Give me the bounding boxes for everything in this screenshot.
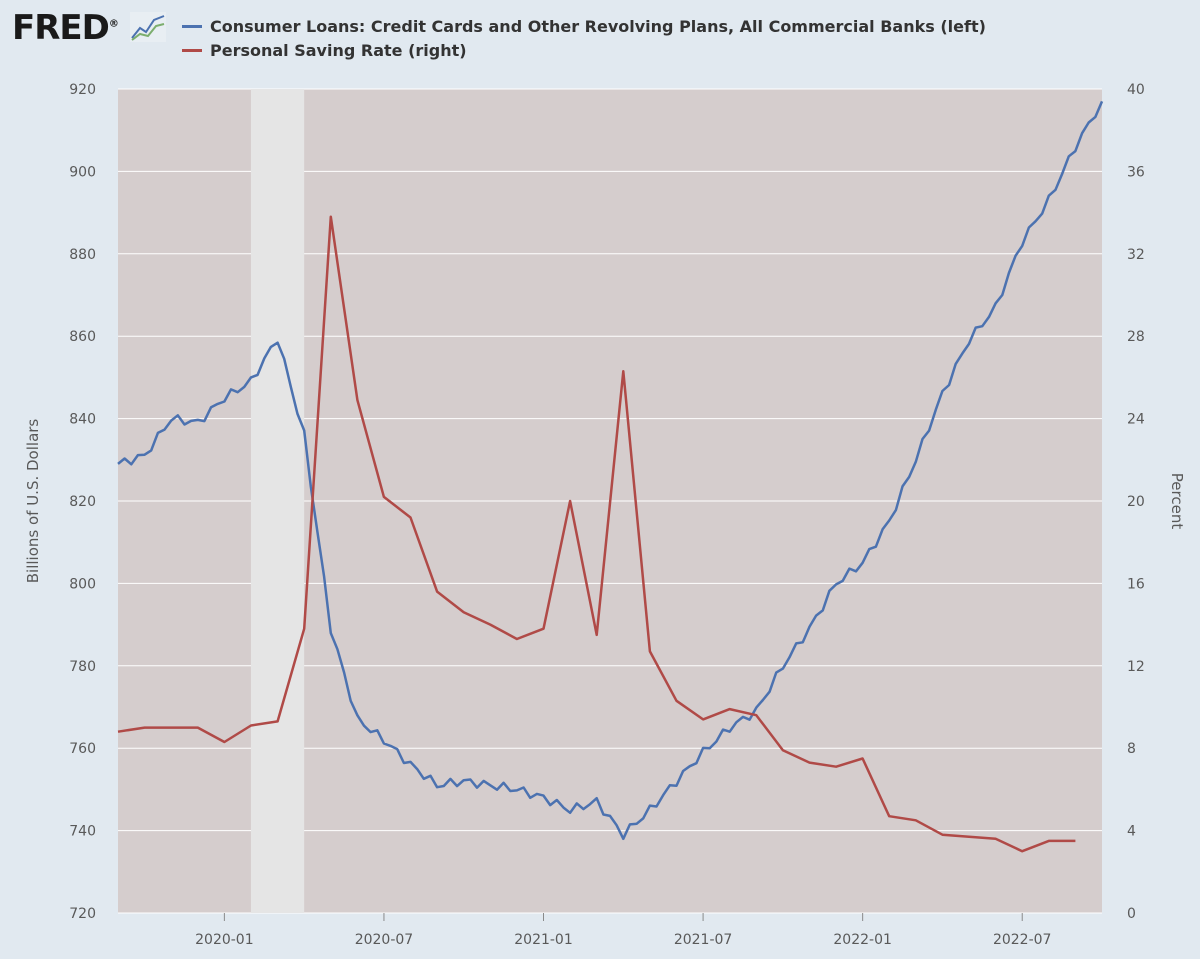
y-right-tick-0: 0 [1127, 906, 1136, 922]
legend-item-credit-cards[interactable]: Consumer Loans: Credit Cards and Other R… [182, 14, 986, 38]
y-right-tick-12: 12 [1127, 659, 1145, 675]
x-tick-2022-07: 2022-07 [993, 932, 1052, 948]
y-left-tick-900: 900 [69, 164, 96, 180]
y-right-tick-32: 32 [1127, 247, 1145, 263]
y-left-tick-860: 860 [69, 329, 96, 345]
fred-logo-text: FRED [12, 8, 110, 48]
y-left-tick-740: 740 [69, 824, 96, 840]
legend-label-saving-rate: Personal Saving Rate (right) [210, 40, 467, 60]
recession-shade [250, 89, 305, 913]
legend-swatch-red [182, 48, 202, 52]
x-tick-2020-01: 2020-01 [195, 932, 254, 948]
y-right-tick-28: 28 [1127, 329, 1145, 345]
y-right-tick-24: 24 [1127, 412, 1145, 428]
fred-chart-icon [130, 12, 166, 42]
legend-swatch-blue [182, 24, 202, 28]
y-right-tick-4: 4 [1127, 824, 1136, 840]
series-line-saving-rate [117, 215, 1076, 853]
y-left-tick-820: 820 [69, 494, 96, 510]
y-left-tick-760: 760 [69, 741, 96, 757]
y-right-tick-40: 40 [1127, 82, 1145, 98]
legend-label-credit-cards: Consumer Loans: Credit Cards and Other R… [210, 16, 986, 36]
y-left-tick-920: 920 [69, 82, 96, 98]
y-left-tick-720: 720 [69, 906, 96, 922]
y-left-tick-780: 780 [69, 659, 96, 675]
x-tick-2020-07: 2020-07 [355, 932, 414, 948]
y-left-tick-800: 800 [69, 576, 96, 592]
y-left-tick-880: 880 [69, 247, 96, 263]
y-left-axis-title: Billions of U.S. Dollars [24, 419, 42, 584]
series-line-credit-cards [117, 100, 1104, 841]
y-right-axis-title: Percent [1168, 473, 1186, 530]
x-tick-2022-01: 2022-01 [833, 932, 892, 948]
y-right-tick-16: 16 [1127, 576, 1145, 592]
chart-legend: Consumer Loans: Credit Cards and Other R… [182, 14, 986, 62]
legend-item-saving-rate[interactable]: Personal Saving Rate (right) [182, 38, 986, 62]
chart-header: FRED® Consumer Loans: Credit Cards and O… [0, 0, 1200, 80]
fred-logo-mark: ® [108, 18, 119, 30]
y-right-tick-36: 36 [1127, 164, 1145, 180]
x-tick-2021-07: 2021-07 [674, 932, 733, 948]
x-tick-2021-01: 2021-01 [514, 932, 573, 948]
y-right-tick-20: 20 [1127, 494, 1145, 510]
y-left-tick-840: 840 [69, 412, 96, 428]
y-right-tick-8: 8 [1127, 741, 1136, 757]
fred-logo[interactable]: FRED® [12, 8, 119, 48]
